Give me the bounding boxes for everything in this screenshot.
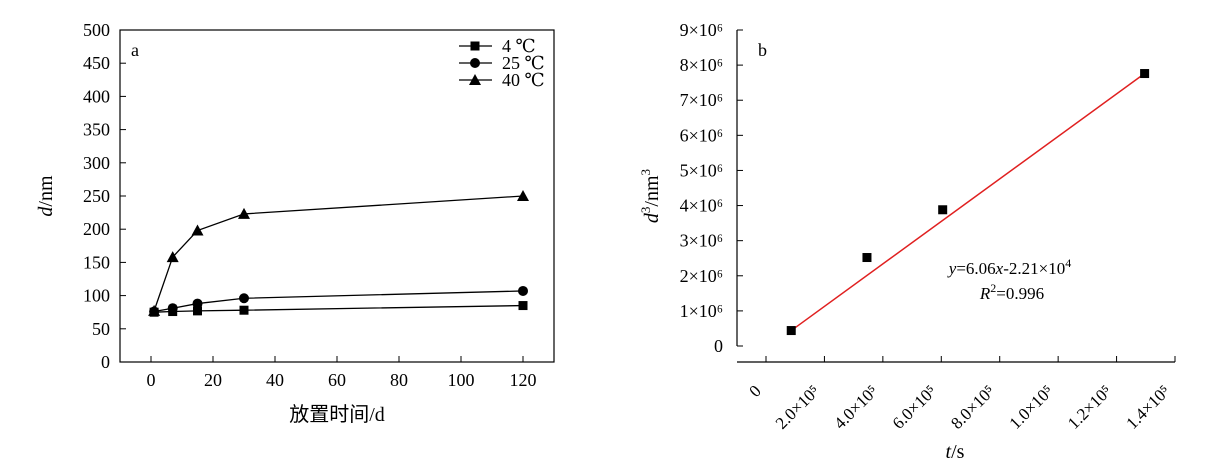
chart-a-y-tick-label: 50 (92, 319, 110, 339)
chart-a-data-point (238, 207, 250, 219)
chart-b-y-tick-label: 7×10⁶ (680, 90, 723, 110)
chart-b-y-ticks: 0 1×10⁶ 2×10⁶ 3×10⁶ 4×10⁶ 5×10⁶ 6×10⁶ 7×10⁶ 8×10… (680, 20, 743, 356)
chart-b-data-point (1140, 69, 1150, 79)
chart-a-series (148, 190, 529, 317)
chart-a-data-point (193, 306, 202, 316)
chart-b-series (786, 69, 1150, 336)
chart-b-y-tick-label: 1×10⁶ (680, 301, 723, 321)
chart-a-data-point (239, 293, 249, 304)
chart-b-y-tick-label: 9×10⁶ (680, 20, 723, 40)
chart-a-legend-marker (470, 58, 480, 68)
chart-a-data-point (192, 298, 203, 309)
chart-b-data-point (938, 205, 948, 215)
chart-b-x-tick-label: 8.0×10⁵ (947, 381, 999, 433)
chart-b-y-axis-title: d3/nm3 (638, 169, 663, 223)
chart-a-data-point (518, 285, 528, 296)
chart-a-series-line (153, 195, 524, 312)
chart-b-x-tick-label: 0 (745, 381, 764, 400)
chart-a-y-tick-label: 500 (83, 20, 110, 40)
chart-b-y-tick-label: 8×10⁶ (680, 55, 723, 75)
chart-a-y-tick-label: 400 (83, 86, 110, 106)
chart-a-y-tick-label: 0 (101, 352, 110, 372)
chart-b-y-tick-label: 3×10⁶ (680, 231, 723, 251)
chart-a-y-tick-label: 300 (83, 153, 110, 173)
chart-b-fit-r2: R2=0.996 (979, 281, 1044, 303)
chart-a-x-tick-label: 80 (390, 370, 408, 390)
chart-a-y-tick-label: 450 (83, 53, 110, 73)
chart-a-data-point (239, 305, 249, 315)
chart-b-x-axis-title: t/s (946, 441, 965, 463)
chart-a-x-axis-title: 放置时间/d (289, 403, 385, 426)
chart-a-panel-letter: a (131, 40, 139, 60)
chart-b-x-tick-label: 1.4×10⁵ (1122, 381, 1174, 433)
chart-a-x-ticks: 0 20 40 60 80 100 120 (147, 356, 537, 390)
chart-b-x-tick-label: 4.0×10⁵ (830, 381, 882, 433)
chart-a-y-tick-label: 350 (83, 120, 110, 140)
chart-a-y-ticks: 0 50 100 150 200 250 300 350 400 450 500 (83, 20, 126, 372)
chart-b-y-tick-label: 5×10⁶ (680, 160, 723, 180)
chart-a-legend-label: 40 ℃ (502, 70, 545, 90)
chart-a-x-tick-label: 100 (448, 370, 475, 390)
chart-b-fit-line (790, 72, 1146, 332)
chart-a-data-point (148, 304, 161, 316)
chart-a-legend-label: 4 ℃ (502, 36, 536, 56)
chart-b-y-tick-label: 6×10⁶ (680, 125, 723, 145)
chart-a-data-point (167, 303, 178, 314)
chart-b-data-point (786, 326, 796, 336)
chart-b-x-ticks: 0 2.0×10⁵ 4.0×10⁵ 6.0×10⁵ 8.0×10⁵ 1.0×10⁵ 1.2×… (745, 356, 1176, 433)
chart-b-x-tick-label: 1.0×10⁵ (1006, 381, 1058, 433)
chart-b-x-tick-label: 2.0×10⁵ (772, 381, 824, 433)
chart-a-y-tick-label: 200 (83, 219, 110, 239)
chart-a-y-tick-label: 100 (83, 286, 110, 306)
chart-a-x-tick-label: 0 (147, 370, 156, 390)
chart-b-x-tick-label: 1.2×10⁵ (1064, 381, 1116, 433)
chart-a-y-tick-label: 150 (83, 252, 110, 272)
chart-a-x-tick-label: 40 (266, 370, 284, 390)
chart-b-fit-equation: y=6.06x-2.21×104 (947, 256, 1071, 278)
chart-b: 0 2.0×10⁵ 4.0×10⁵ 6.0×10⁵ 8.0×10⁵ 1.0×10⁵ 1.2×… (638, 20, 1176, 463)
chart-a: 0 20 40 60 80 100 120 0 50 100 150 200 250 300 350 400… (35, 20, 555, 426)
chart-a-legend-marker (469, 74, 481, 85)
chart-b-panel-letter: b (758, 40, 767, 60)
chart-a-x-tick-label: 20 (204, 370, 222, 390)
chart-b-y-tick-label: 4×10⁶ (680, 196, 723, 216)
chart-a-data-point (518, 301, 528, 311)
chart-a-legend-label: 25 ℃ (502, 53, 545, 73)
chart-a-data-point (191, 224, 204, 236)
chart-a-x-tick-label: 120 (510, 370, 537, 390)
chart-a-legend: 4 ℃25 ℃40 ℃ (459, 36, 545, 90)
chart-a-y-tick-label: 250 (83, 186, 110, 206)
chart-a-data-point (166, 251, 179, 263)
chart-a-y-axis-title: d/nm (35, 175, 57, 217)
chart-a-data-point (517, 190, 529, 201)
chart-a-x-tick-label: 60 (328, 370, 346, 390)
chart-a-series-line (154, 304, 524, 313)
chart-b-data-point (862, 253, 872, 263)
chart-a-legend-marker (470, 41, 480, 51)
chart-b-y-tick-label: 0 (714, 336, 723, 356)
chart-b-x-tick-label: 6.0×10⁵ (889, 381, 941, 433)
chart-b-y-tick-label: 2×10⁶ (680, 266, 723, 286)
